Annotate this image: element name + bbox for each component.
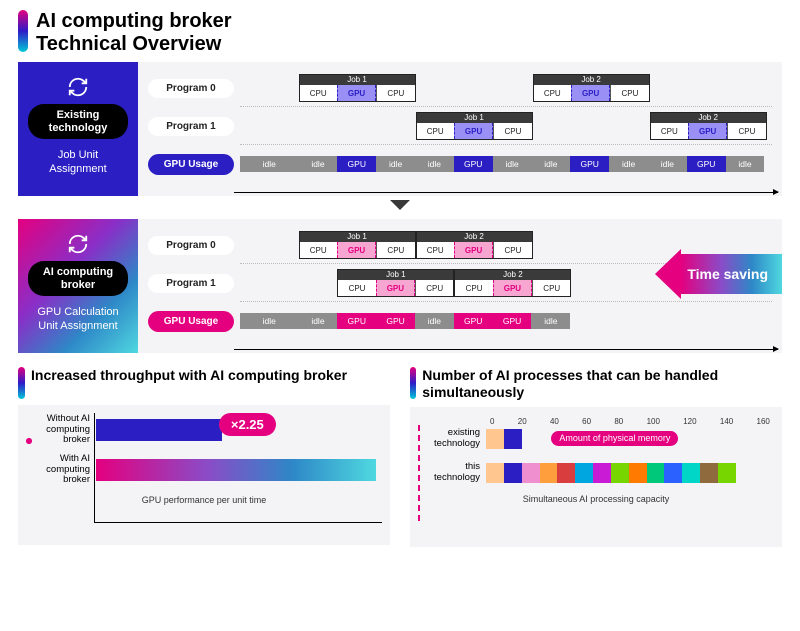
capacity-chart: Number of AI processes that can be handl… [410,367,782,547]
multiplier-callout: ×2.25 [219,413,276,436]
broker-section: AI computing broker GPU Calculation Unit… [18,219,782,353]
job-block: Job 1CPUGPUCPU [337,269,454,297]
refresh-icon [67,76,89,98]
memory-callout: Amount of physical memory [551,431,678,447]
this-tech-capacity-row: this technology [418,460,774,486]
down-triangle-icon [18,198,782,217]
existing-program0-row: Program 0 Job 1CPUGPUCPU Job 2CPUGPUCPU [148,72,772,104]
capacity-chart-title: Number of AI processes that can be handl… [422,367,782,401]
gradient-accent-bar [18,367,25,399]
existing-program1-row: Program 1 Job 1CPUGPUCPU Job 2CPUGPUCPU [148,110,772,142]
capacity-xlabel: Simultaneous AI processing capacity [418,494,774,504]
program1-label: Program 1 [148,117,234,136]
gradient-accent-bar [410,367,416,399]
capacity-xticks: 020406080100120140160 [490,417,774,426]
refresh-icon [67,233,89,255]
memory-limit-line [418,425,420,521]
throughput-chart: Increased throughput with AI computing b… [18,367,390,547]
job-block: Job 2CPUGPUCPU [416,231,533,259]
throughput-xlabel: GPU performance per unit time [26,495,382,505]
gradient-accent-bar [18,10,28,52]
gpu-usage-label: GPU Usage [148,154,234,175]
job-block: Job 2CPUGPUCPU [650,112,767,140]
time-axis-arrow [234,192,778,193]
existing-subtitle: Job Unit Assignment [28,149,128,177]
job-block: Job 2CPUGPUCPU [533,74,650,102]
throughput-chart-title: Increased throughput with AI computing b… [31,367,347,384]
broker-left-panel: AI computing broker GPU Calculation Unit… [18,219,138,353]
existing-left-panel: Existing technology Job Unit Assignment [18,62,138,196]
main-header: AI computing broker Technical Overview [18,10,782,56]
job-block: Job 1CPUGPUCPU [416,112,533,140]
job-block: Job 1CPUGPUCPU [299,74,416,102]
broker-gpu-usage-row: GPU Usage idleidleGPUGPUidleGPUGPUidle [148,305,772,337]
main-title: AI computing broker Technical Overview [36,10,232,56]
broker-timeline: Program 0 Job 1CPUGPUCPUJob 2CPUGPUCPU P… [138,219,782,353]
existing-technology-section: Existing technology Job Unit Assignment … [18,62,782,196]
job-block: Job 2CPUGPUCPU [454,269,571,297]
existing-timeline: Program 0 Job 1CPUGPUCPUJob 2CPUGPUCPU P… [138,62,782,196]
existing-gpu-usage-row: GPU Usage idleidleGPUidleidleGPUidleidle… [148,148,772,180]
with-broker-bar [96,459,376,481]
time-axis-arrow [234,349,778,350]
with-broker-bar-row: With AI computing broker [26,455,382,485]
without-broker-bar [96,419,222,441]
time-saving-arrow: Time saving [655,249,782,299]
program0-label: Program 0 [148,79,234,98]
broker-badge: AI computing broker [28,261,128,296]
existing-badge: Existing technology [28,104,128,139]
without-broker-bar-row: Without AI computing broker [26,415,382,445]
job-block: Job 1CPUGPUCPU [299,231,416,259]
broker-subtitle: GPU Calculation Unit Assignment [28,306,128,334]
